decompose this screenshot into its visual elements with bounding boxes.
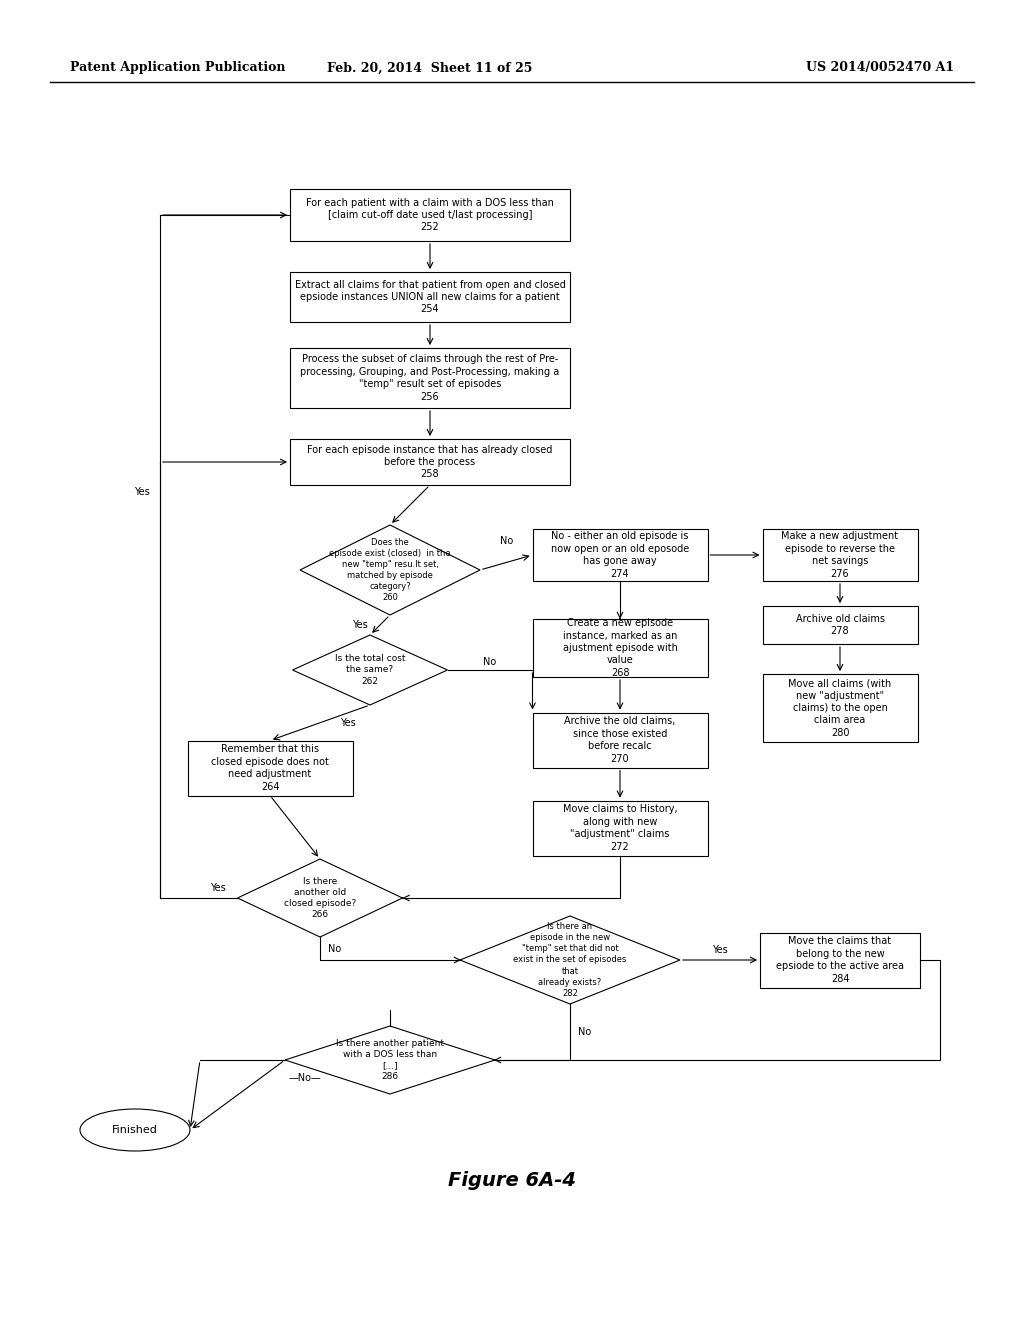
Ellipse shape — [80, 1109, 190, 1151]
Text: Yes: Yes — [340, 718, 356, 727]
Text: Is there an
episode in the new
"temp" set that did not
exist in the set of episo: Is there an episode in the new "temp" se… — [513, 923, 627, 998]
FancyBboxPatch shape — [763, 529, 918, 581]
Text: Yes: Yes — [712, 945, 728, 954]
Text: Extract all claims for that patient from open and closed
epsiode instances UNION: Extract all claims for that patient from… — [295, 280, 565, 314]
Text: Archive the old claims,
since those existed
before recalc
270: Archive the old claims, since those exis… — [564, 717, 676, 763]
Text: Yes: Yes — [352, 620, 368, 630]
Polygon shape — [300, 525, 480, 615]
Polygon shape — [293, 635, 447, 705]
FancyBboxPatch shape — [187, 741, 352, 796]
Text: No: No — [500, 536, 513, 546]
Text: —No—: —No— — [289, 1073, 322, 1082]
Text: No: No — [483, 657, 497, 667]
Text: Does the
episode exist (closed)  in the
new "temp" resu.lt set,
matched by episo: Does the episode exist (closed) in the n… — [329, 537, 451, 602]
Text: Finished: Finished — [112, 1125, 158, 1135]
Text: Process the subset of claims through the rest of Pre-
processing, Grouping, and : Process the subset of claims through the… — [300, 354, 560, 401]
Text: No: No — [329, 944, 342, 953]
Text: Make a new adjustment
episode to reverse the
net savings
276: Make a new adjustment episode to reverse… — [781, 532, 899, 578]
FancyBboxPatch shape — [532, 619, 708, 677]
Text: Figure 6A-4: Figure 6A-4 — [449, 1171, 575, 1189]
Text: Is there another patient
with a DOS less than
[...]
286: Is there another patient with a DOS less… — [336, 1039, 444, 1081]
Text: Yes: Yes — [134, 487, 150, 498]
FancyBboxPatch shape — [532, 713, 708, 767]
Text: For each patient with a claim with a DOS less than
[claim cut-off date used t/la: For each patient with a claim with a DOS… — [306, 198, 554, 232]
FancyBboxPatch shape — [290, 440, 570, 484]
Text: Is there
another old
closed episode?
266: Is there another old closed episode? 266 — [284, 876, 356, 919]
Text: Patent Application Publication: Patent Application Publication — [70, 62, 286, 74]
FancyBboxPatch shape — [763, 606, 918, 644]
FancyBboxPatch shape — [532, 529, 708, 581]
Text: Feb. 20, 2014  Sheet 11 of 25: Feb. 20, 2014 Sheet 11 of 25 — [328, 62, 532, 74]
Text: No - either an old episode is
now open or an old eposode
has gone away
274: No - either an old episode is now open o… — [551, 532, 689, 578]
Polygon shape — [460, 916, 680, 1005]
FancyBboxPatch shape — [290, 189, 570, 242]
FancyBboxPatch shape — [290, 272, 570, 322]
Text: Archive old claims
278: Archive old claims 278 — [796, 614, 885, 636]
FancyBboxPatch shape — [763, 675, 918, 742]
Text: No: No — [579, 1027, 592, 1038]
Polygon shape — [238, 859, 402, 937]
FancyBboxPatch shape — [290, 348, 570, 408]
Text: Move claims to History,
along with new
"adjustment" claims
272: Move claims to History, along with new "… — [562, 804, 677, 851]
Polygon shape — [285, 1026, 495, 1094]
Text: Create a new episode
instance, marked as an
ajustment episode with
value
268: Create a new episode instance, marked as… — [562, 618, 678, 677]
Text: Move all claims (with
new "adjustment"
claims) to the open
claim area
280: Move all claims (with new "adjustment" c… — [788, 678, 892, 738]
Text: Is the total cost
the same?
262: Is the total cost the same? 262 — [335, 655, 406, 685]
FancyBboxPatch shape — [532, 800, 708, 855]
Text: US 2014/0052470 A1: US 2014/0052470 A1 — [806, 62, 954, 74]
Text: Remember that this
closed episode does not
need adjustment
264: Remember that this closed episode does n… — [211, 744, 329, 792]
FancyBboxPatch shape — [760, 932, 920, 987]
Text: Yes: Yes — [210, 883, 225, 894]
Text: For each episode instance that has already closed
before the process
258: For each episode instance that has alrea… — [307, 445, 553, 479]
Text: Move the claims that
belong to the new
epsiode to the active area
284: Move the claims that belong to the new e… — [776, 936, 904, 983]
